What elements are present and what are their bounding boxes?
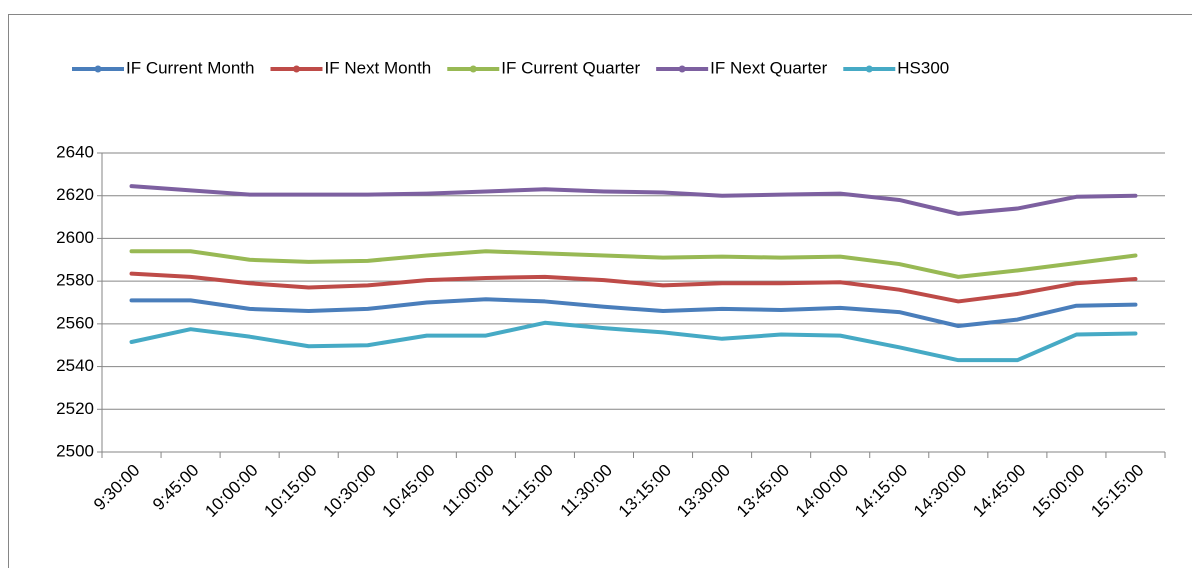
y-tick-label: 2540	[56, 356, 94, 375]
legend-label: IF Current Month	[126, 58, 255, 77]
legend-label: IF Next Quarter	[710, 58, 827, 77]
y-tick-label: 2600	[56, 228, 94, 247]
y-tick-label: 2620	[56, 185, 94, 204]
y-tick-label: 2500	[56, 441, 94, 460]
y-tick-label: 2640	[56, 142, 94, 161]
legend-marker	[679, 66, 686, 73]
y-tick-label: 2560	[56, 313, 94, 332]
y-tick-label: 2580	[56, 271, 94, 290]
y-tick-label: 2520	[56, 399, 94, 418]
legend-label: HS300	[897, 58, 949, 77]
legend-label: IF Next Month	[325, 58, 432, 77]
legend-label: IF Current Quarter	[501, 58, 640, 77]
legend-marker	[95, 66, 102, 73]
legend-marker	[866, 66, 873, 73]
legend-marker	[293, 66, 300, 73]
legend-marker	[470, 66, 477, 73]
